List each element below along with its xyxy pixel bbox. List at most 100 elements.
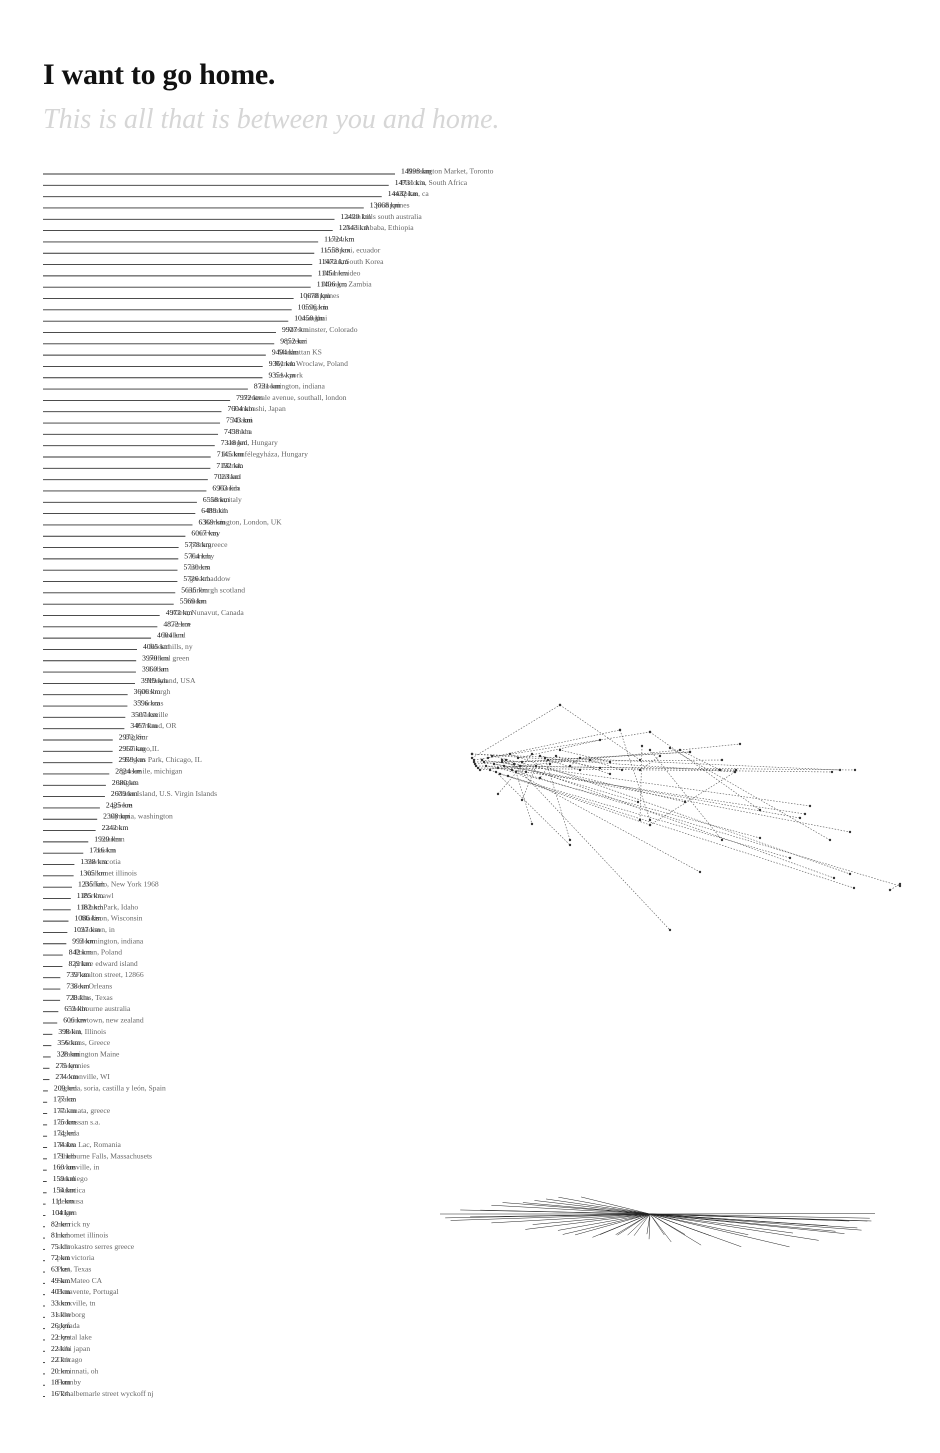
distance-value-label: 174 km bbox=[53, 1129, 76, 1138]
burst-ray bbox=[649, 1213, 858, 1229]
distance-value-label: 3919 km bbox=[141, 676, 168, 685]
distance-value-label: 175 km bbox=[53, 1117, 76, 1126]
burst-ray bbox=[649, 1213, 845, 1234]
route-line bbox=[679, 749, 721, 771]
route-line bbox=[507, 775, 855, 889]
route-endpoint-dot bbox=[828, 838, 832, 842]
place-label: Chicago bbox=[57, 1355, 83, 1364]
route-endpoint-dot bbox=[733, 770, 737, 774]
place-label: melbourne australia bbox=[70, 1004, 131, 1013]
route-endpoint-dot bbox=[788, 856, 792, 860]
distance-value-label: 3606 km bbox=[134, 687, 161, 696]
route-endpoint-dot bbox=[568, 843, 572, 847]
route-line bbox=[477, 767, 833, 773]
route-endpoint-dot bbox=[476, 766, 480, 770]
distance-value-label: 3960 km bbox=[142, 665, 169, 674]
distance-value-label: 14432 km bbox=[388, 189, 419, 198]
place-label: eden hills south australia bbox=[346, 212, 422, 221]
distance-value-label: 2967 km bbox=[119, 744, 146, 753]
route-endpoint-dot bbox=[484, 764, 488, 768]
route-endpoint-dot bbox=[486, 756, 490, 760]
place-label: Kensington, London, UK bbox=[204, 517, 282, 526]
distance-value-label: 82 km bbox=[51, 1219, 70, 1228]
burst-ray bbox=[450, 1213, 651, 1221]
route-endpoint-dot bbox=[494, 770, 498, 774]
route-endpoint-dot bbox=[598, 766, 602, 770]
route-endpoint-dot bbox=[588, 758, 592, 762]
route-endpoint-dot bbox=[618, 728, 622, 732]
route-endpoint-dot bbox=[648, 823, 652, 827]
distance-value-label: 738 km bbox=[66, 982, 89, 991]
place-label: arrowtown, new zealand bbox=[69, 1016, 144, 1025]
route-line bbox=[559, 749, 611, 763]
place-label: Brazil bbox=[207, 506, 226, 515]
route-endpoint-dot bbox=[568, 838, 572, 842]
distance-value-label: 7458 km bbox=[224, 427, 251, 436]
route-endpoint-dot bbox=[546, 758, 550, 762]
distance-value-label: 1929 km bbox=[94, 834, 121, 843]
burst-ray bbox=[649, 1213, 819, 1241]
route-endpoint-dot bbox=[473, 762, 477, 766]
place-label: Seoul, South Korea bbox=[324, 257, 384, 266]
route-line bbox=[521, 751, 691, 763]
route-endpoint-dot bbox=[498, 772, 502, 776]
route-endpoint-dot bbox=[524, 770, 528, 774]
route-line bbox=[509, 753, 851, 875]
place-label: brentvale avenue, southall, london bbox=[242, 393, 347, 402]
burst-ray bbox=[545, 1198, 651, 1215]
route-endpoint-dot bbox=[853, 768, 857, 772]
place-label: bloomington, indiana bbox=[260, 382, 326, 391]
distance-value-label: 2959 km bbox=[118, 755, 145, 764]
distance-value-label: 653 km bbox=[64, 1004, 87, 1013]
distance-value-label: 5764 km bbox=[184, 551, 211, 560]
distance-value-label: 1185 km bbox=[77, 891, 104, 900]
route-endpoint-dot bbox=[888, 888, 892, 892]
route-line bbox=[519, 765, 737, 771]
distance-value-label: 10678 km bbox=[300, 291, 331, 300]
route-line bbox=[669, 747, 831, 841]
place-label: patra greece bbox=[191, 540, 229, 549]
distance-value-label: 14998 km bbox=[401, 167, 432, 176]
route-endpoint-dot bbox=[648, 818, 652, 822]
burst-ray bbox=[617, 1213, 651, 1236]
place-label: szeged, Hungary bbox=[227, 438, 278, 447]
distance-value-label: 7604 km bbox=[227, 404, 254, 413]
burst-ray bbox=[562, 1213, 651, 1235]
distance-value-label: 174 km bbox=[53, 1140, 76, 1149]
distance-value-label: 5778 km bbox=[185, 540, 212, 549]
place-label: 57 walton street, 12866 bbox=[72, 970, 143, 979]
place-label: Subotica bbox=[59, 1185, 86, 1194]
route-line bbox=[559, 704, 641, 761]
place-label: Poznan, Poland bbox=[75, 948, 122, 957]
route-endpoint-dot bbox=[543, 756, 547, 760]
place-label: greece bbox=[112, 800, 132, 809]
route-endpoint-dot bbox=[474, 764, 478, 768]
route-line bbox=[521, 765, 537, 801]
place-label: port victoria bbox=[57, 1253, 95, 1262]
place-label: london bbox=[186, 597, 207, 606]
place-label: Minsk bbox=[222, 461, 242, 470]
route-endpoint-dot bbox=[620, 768, 624, 772]
route-endpoint-dot bbox=[578, 756, 582, 760]
route-line bbox=[473, 759, 723, 763]
place-label: Island Park, Idaho bbox=[83, 902, 139, 911]
